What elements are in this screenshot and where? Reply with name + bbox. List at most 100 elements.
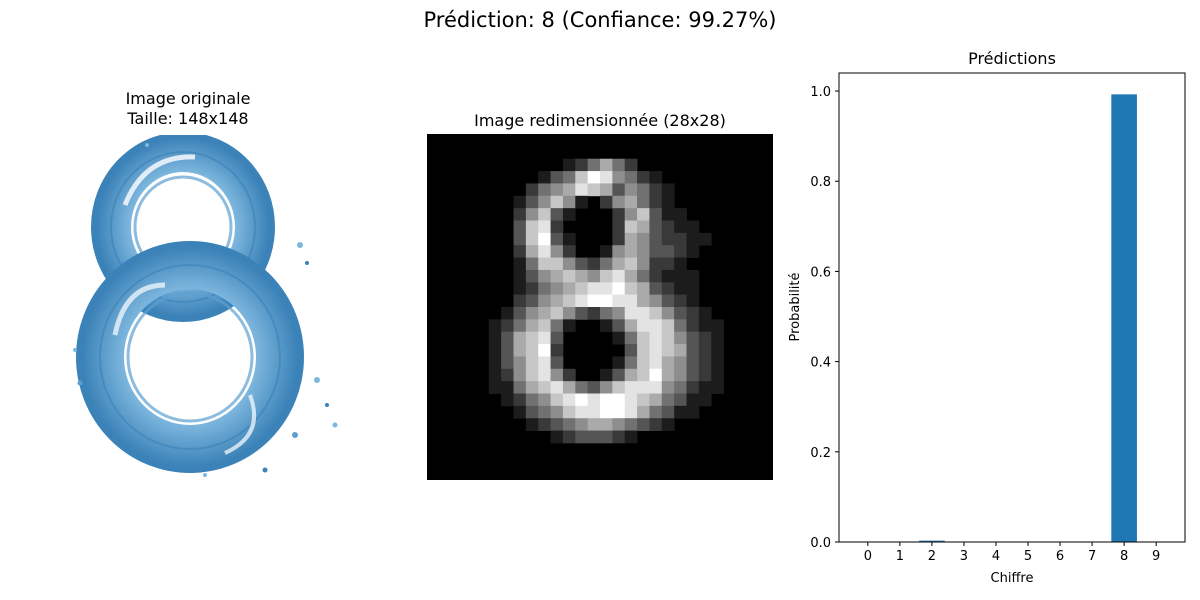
pixel-cell: [513, 195, 527, 209]
pixel-cell: [674, 344, 687, 357]
pixel-cell: [661, 418, 675, 431]
pixel-cell: [612, 257, 626, 271]
resized-digit-image: [427, 134, 773, 480]
pixel-cell: [550, 232, 564, 246]
pixel-cell: [661, 381, 675, 394]
pixel-cell: [649, 356, 663, 370]
pixel-cell: [513, 356, 527, 370]
pixel-cell: [550, 331, 564, 345]
pixel-cell: [538, 356, 551, 370]
x-tick-label: 4: [992, 549, 1000, 564]
panel1-title: Image originale Taille: 148x148: [88, 89, 288, 129]
pixel-cell: [624, 158, 638, 172]
pixel-cell: [686, 393, 700, 407]
pixel-cell: [686, 368, 700, 382]
pixel-cell: [562, 208, 576, 221]
pixel-cell: [686, 307, 700, 320]
pixel-cell: [637, 232, 650, 246]
pixel-cell: [513, 220, 527, 234]
pixel-cell: [501, 393, 514, 407]
pixel-cell: [538, 344, 551, 357]
pixel-cell: [587, 307, 601, 320]
x-tick-label: 0: [864, 549, 872, 564]
pixel-cell: [488, 356, 502, 370]
pixel-cell: [538, 381, 551, 394]
pixel-cell: [649, 381, 663, 394]
pixel-cell: [538, 257, 551, 271]
pixel-cell: [649, 405, 663, 419]
pixel-cell: [711, 331, 724, 345]
pixel-cell: [600, 393, 613, 407]
pixel-cell: [637, 220, 650, 234]
pixel-cell: [600, 430, 613, 444]
pixel-cell: [649, 171, 663, 184]
pixel-cell: [649, 307, 663, 320]
pixel-cell: [513, 344, 527, 357]
original-digit-image: [55, 135, 355, 485]
pixel-cell: [698, 319, 712, 333]
pixel-cell: [587, 171, 601, 184]
pixel-cell: [637, 195, 650, 209]
pixel-cell: [612, 307, 626, 320]
pixel-cell: [686, 356, 700, 370]
pixel-cell: [587, 430, 601, 444]
pixel-cell: [649, 319, 663, 333]
y-axis-label: Probabilité: [788, 272, 803, 341]
x-tick-label: 2: [928, 549, 936, 564]
pixel-cell: [661, 269, 675, 283]
pixel-cell: [612, 368, 626, 382]
pixel-cell: [525, 183, 539, 197]
pixel-cell: [513, 232, 527, 246]
pixel-cell: [513, 405, 527, 419]
pixel-cell: [525, 269, 539, 283]
pixel-cell: [624, 430, 638, 444]
pixel-cell: [562, 158, 576, 172]
pixel-cell: [612, 405, 626, 419]
pixel-cell: [698, 356, 712, 370]
pixel-cell: [674, 331, 687, 345]
pixel-cell: [538, 195, 551, 209]
pixel-cell: [513, 245, 527, 258]
pixel-cell: [600, 183, 613, 197]
pixel-cell: [538, 319, 551, 333]
pixel-cell: [562, 171, 576, 184]
pixel-cell: [600, 282, 613, 296]
x-axis-label: Chiffre: [991, 571, 1034, 586]
pixel-cell: [513, 282, 527, 296]
pixel-cell: [488, 331, 502, 345]
pixel-cell: [550, 257, 564, 271]
pixel-cell: [661, 344, 675, 357]
pixel-cell: [637, 208, 650, 221]
pixel-cell: [637, 393, 650, 407]
pixel-cell: [575, 393, 589, 407]
pixel-cell: [637, 405, 650, 419]
pixel-cell: [550, 430, 564, 444]
pixel-cell: [711, 368, 724, 382]
pixel-cell: [661, 232, 675, 246]
chart-title: Prédictions: [968, 49, 1056, 68]
pixel-cell: [575, 294, 589, 308]
pixel-cell: [649, 294, 663, 308]
pixel-cell: [661, 183, 675, 197]
pixel-cell: [525, 405, 539, 419]
pixel-cell: [501, 344, 514, 357]
pixel-cell: [600, 257, 613, 271]
pixel-cell: [562, 418, 576, 431]
pixel-cell: [674, 405, 687, 419]
pixel-cell: [513, 381, 527, 394]
pixel-cell: [686, 381, 700, 394]
pixel-cell: [649, 208, 663, 221]
pixel-cell: [637, 344, 650, 357]
pixel-cell: [550, 405, 564, 419]
pixel-cell: [562, 183, 576, 197]
pixel-cell: [624, 319, 638, 333]
pixel-cell: [612, 208, 626, 221]
pixel-cell: [550, 393, 564, 407]
pixel-cell: [575, 183, 589, 197]
pixel-cell: [562, 393, 576, 407]
pixel-cell: [587, 183, 601, 197]
pixel-cell: [661, 307, 675, 320]
pixel-cell: [649, 393, 663, 407]
pixel-cell: [550, 344, 564, 357]
x-tick-label: 6: [1056, 549, 1064, 564]
